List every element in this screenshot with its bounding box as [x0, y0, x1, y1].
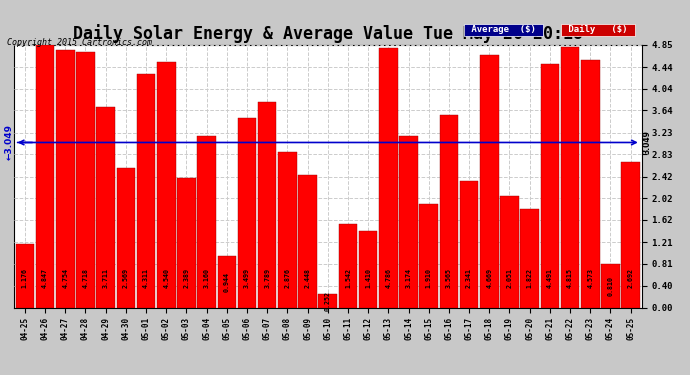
Bar — [359, 231, 377, 308]
Text: 4.491: 4.491 — [547, 268, 553, 288]
Bar — [217, 256, 236, 307]
Bar — [621, 162, 640, 308]
Text: 4.786: 4.786 — [385, 268, 391, 288]
Bar — [117, 168, 135, 308]
Text: Daily   (\$): Daily (\$) — [563, 26, 633, 34]
Text: 2.389: 2.389 — [184, 268, 190, 288]
Text: 4.540: 4.540 — [164, 268, 169, 288]
Bar — [137, 74, 155, 307]
Bar — [601, 264, 620, 308]
Text: 4.669: 4.669 — [486, 268, 492, 288]
Text: 0.810: 0.810 — [607, 276, 613, 296]
Bar — [16, 244, 34, 308]
Bar — [76, 52, 95, 308]
Text: 2.051: 2.051 — [506, 268, 513, 288]
Bar — [177, 178, 196, 308]
Bar — [56, 50, 75, 308]
Bar — [157, 62, 175, 308]
Bar — [480, 55, 499, 308]
Bar — [581, 60, 600, 308]
Bar — [36, 45, 55, 308]
Text: 3.711: 3.711 — [103, 268, 108, 288]
Text: Average  (\$): Average (\$) — [466, 26, 541, 34]
Bar — [258, 102, 277, 308]
Text: 3.160: 3.160 — [204, 268, 210, 288]
Bar — [97, 106, 115, 308]
Text: 0.252: 0.252 — [325, 291, 331, 310]
Bar — [440, 114, 458, 308]
Bar — [278, 152, 297, 308]
Bar — [561, 47, 580, 308]
Bar — [197, 136, 216, 308]
Text: 0.944: 0.944 — [224, 272, 230, 292]
Text: 3.174: 3.174 — [406, 268, 411, 288]
Text: 1.410: 1.410 — [365, 268, 371, 288]
Text: 4.311: 4.311 — [143, 268, 149, 288]
Bar — [460, 181, 478, 308]
Text: Copyright 2015 Cartronics.com: Copyright 2015 Cartronics.com — [7, 38, 152, 47]
Text: 4.815: 4.815 — [567, 268, 573, 288]
Text: 4.718: 4.718 — [83, 268, 88, 288]
Text: 2.692: 2.692 — [628, 268, 633, 288]
Bar — [339, 224, 357, 308]
Bar — [500, 196, 519, 308]
Text: 1.822: 1.822 — [526, 268, 533, 288]
Text: 2.341: 2.341 — [466, 268, 472, 288]
Text: 1.910: 1.910 — [426, 268, 432, 288]
Text: 3.789: 3.789 — [264, 268, 270, 288]
Text: 2.448: 2.448 — [304, 268, 310, 288]
Text: 3.499: 3.499 — [244, 268, 250, 288]
Text: ←3.049: ←3.049 — [5, 124, 14, 160]
Bar — [379, 48, 397, 308]
Text: 2.569: 2.569 — [123, 268, 129, 288]
Text: 3.565: 3.565 — [446, 268, 452, 288]
Bar — [420, 204, 438, 308]
Bar — [319, 294, 337, 307]
Bar — [400, 136, 418, 308]
Bar — [237, 118, 256, 308]
Bar — [298, 175, 317, 308]
Text: 4.847: 4.847 — [42, 268, 48, 288]
Bar — [520, 209, 539, 308]
Title: Daily Solar Energy & Average Value Tue May 26 20:18: Daily Solar Energy & Average Value Tue M… — [72, 24, 583, 44]
Text: 4.754: 4.754 — [62, 268, 68, 288]
Bar — [540, 64, 559, 308]
Text: 1.542: 1.542 — [345, 268, 351, 288]
Text: 1.176: 1.176 — [22, 268, 28, 288]
Text: 2.876: 2.876 — [284, 268, 290, 288]
Text: 3.049: 3.049 — [642, 130, 652, 154]
Text: 4.573: 4.573 — [587, 268, 593, 288]
